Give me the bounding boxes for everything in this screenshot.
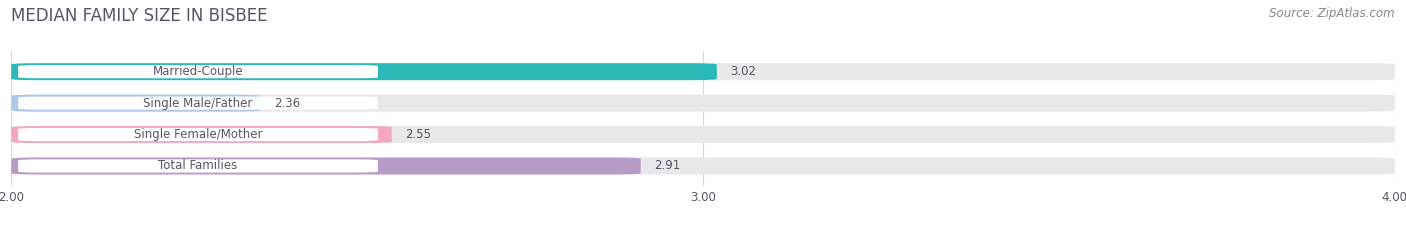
FancyBboxPatch shape xyxy=(18,96,378,110)
Text: MEDIAN FAMILY SIZE IN BISBEE: MEDIAN FAMILY SIZE IN BISBEE xyxy=(11,7,267,25)
Text: 2.36: 2.36 xyxy=(274,97,301,110)
FancyBboxPatch shape xyxy=(11,126,392,143)
Text: Total Families: Total Families xyxy=(159,159,238,172)
Text: Married-Couple: Married-Couple xyxy=(153,65,243,78)
FancyBboxPatch shape xyxy=(11,95,260,112)
Text: Single Female/Mother: Single Female/Mother xyxy=(134,128,263,141)
FancyBboxPatch shape xyxy=(11,158,1395,175)
Text: 2.55: 2.55 xyxy=(405,128,432,141)
FancyBboxPatch shape xyxy=(11,95,1395,112)
FancyBboxPatch shape xyxy=(11,63,1395,80)
Text: Single Male/Father: Single Male/Father xyxy=(143,97,253,110)
Text: 2.91: 2.91 xyxy=(655,159,681,172)
FancyBboxPatch shape xyxy=(18,128,378,141)
FancyBboxPatch shape xyxy=(11,158,641,175)
Text: 3.02: 3.02 xyxy=(731,65,756,78)
FancyBboxPatch shape xyxy=(18,159,378,173)
Text: Source: ZipAtlas.com: Source: ZipAtlas.com xyxy=(1270,7,1395,20)
FancyBboxPatch shape xyxy=(11,126,1395,143)
FancyBboxPatch shape xyxy=(18,65,378,78)
FancyBboxPatch shape xyxy=(11,63,717,80)
